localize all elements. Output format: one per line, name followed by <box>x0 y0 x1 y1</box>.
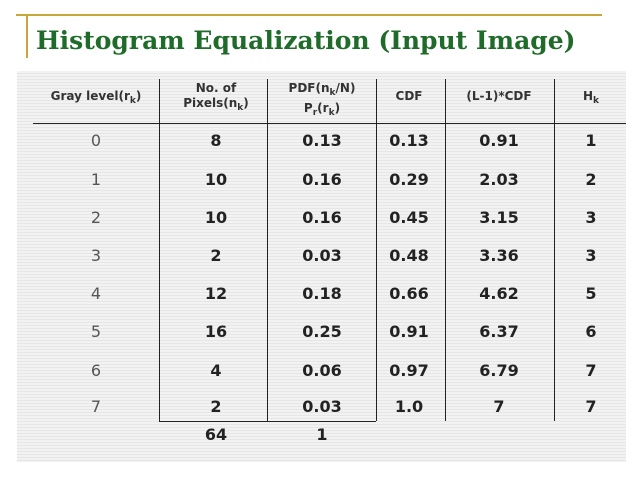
header-scaled-cdf: (L-1)*CDF <box>449 89 549 104</box>
cell-pdf: 0.16 <box>302 170 342 189</box>
header-text: P <box>303 101 313 115</box>
column-divider <box>376 79 377 421</box>
header-text: ) <box>243 96 249 110</box>
cell-pdf: 0.06 <box>302 361 342 380</box>
header-underline <box>33 123 626 124</box>
header-line: Hk <box>561 89 621 109</box>
left-border-rule <box>26 14 28 58</box>
header-line: No. of <box>166 81 266 96</box>
cell-gray-level: 5 <box>90 322 102 341</box>
cell-gray-level: 4 <box>90 284 102 303</box>
header-text: H <box>582 89 594 103</box>
cell-pdf: 0.18 <box>302 284 342 303</box>
column-divider <box>159 79 160 421</box>
header-text: CDF <box>395 89 423 103</box>
cell-scaled-cdf: 3.36 <box>479 246 519 265</box>
cell-scaled-cdf: 6.37 <box>479 322 519 341</box>
cell-gray-level: 0 <box>90 131 102 150</box>
cell-gray-level: 7 <box>90 397 102 416</box>
top-border-rule <box>16 14 602 16</box>
cell-hk: 1 <box>585 131 597 150</box>
cell-pixel-count: 4 <box>210 361 222 380</box>
header-text: ) <box>334 101 341 115</box>
header-text: No. of <box>195 81 237 95</box>
header-line: (L-1)*CDF <box>449 89 549 104</box>
cell-pdf: 0.03 <box>302 397 342 416</box>
histogram-table: Gray level(rk) No. of Pixels(nk) PDF(nk/N) P… <box>17 71 626 462</box>
header-line: Pr(rk) <box>272 101 372 121</box>
header-line: Gray level(rk) <box>26 89 166 109</box>
header-subscript: r <box>312 108 318 118</box>
header-text: (L-1)*CDF <box>466 89 532 103</box>
cell-cdf: 0.97 <box>389 361 429 380</box>
total-pdf: 1 <box>316 425 328 444</box>
cell-scaled-cdf: 6.79 <box>479 361 519 380</box>
header-pdf: PDF(nk/N) Pr(rk) <box>272 81 372 121</box>
cell-hk: 6 <box>585 322 597 341</box>
cell-hk: 7 <box>585 397 597 416</box>
totals-rule <box>159 421 376 422</box>
cell-scaled-cdf: 7 <box>493 397 505 416</box>
cell-gray-level: 2 <box>90 208 102 227</box>
cell-gray-level: 1 <box>90 170 102 189</box>
header-line: PDF(nk/N) <box>272 81 372 101</box>
header-text: Pixels(n <box>183 96 238 110</box>
total-pixel-count: 64 <box>204 425 228 444</box>
header-subscript: k <box>329 88 336 98</box>
cell-cdf: 0.48 <box>389 246 429 265</box>
header-subscript: k <box>129 96 136 106</box>
header-subscript: k <box>328 108 335 118</box>
cell-pixel-count: 12 <box>204 284 228 303</box>
cell-pixel-count: 2 <box>210 246 222 265</box>
cell-pixel-count: 8 <box>210 131 222 150</box>
cell-hk: 5 <box>585 284 597 303</box>
cell-scaled-cdf: 0.91 <box>479 131 519 150</box>
header-text: ) <box>135 89 142 103</box>
cell-pdf: 0.16 <box>302 208 342 227</box>
cell-scaled-cdf: 4.62 <box>479 284 519 303</box>
cell-gray-level: 3 <box>90 246 102 265</box>
cell-cdf: 0.45 <box>389 208 429 227</box>
slide-title: Histogram Equalization (Input Image) <box>36 26 576 55</box>
column-divider <box>267 79 268 421</box>
cell-cdf: 0.13 <box>389 131 429 150</box>
cell-pixel-count: 10 <box>204 170 228 189</box>
cell-hk: 7 <box>585 361 597 380</box>
cell-pdf: 0.03 <box>302 246 342 265</box>
header-gray-level: Gray level(rk) <box>26 89 166 109</box>
header-text: /N) <box>335 81 356 95</box>
cell-gray-level: 6 <box>90 361 102 380</box>
header-line: CDF <box>374 89 444 104</box>
header-text: (r <box>317 101 329 115</box>
header-cdf: CDF <box>374 89 444 104</box>
header-subscript: k <box>593 96 600 106</box>
table-image-panel: Gray level(rk) No. of Pixels(nk) PDF(nk/N) P… <box>17 71 626 462</box>
cell-hk: 2 <box>585 170 597 189</box>
cell-pixel-count: 10 <box>204 208 228 227</box>
header-hk: Hk <box>561 89 621 109</box>
header-text: PDF(n <box>288 81 330 95</box>
header-subscript: k <box>237 103 244 113</box>
cell-cdf: 0.66 <box>389 284 429 303</box>
cell-pdf: 0.13 <box>302 131 342 150</box>
cell-hk: 3 <box>585 246 597 265</box>
cell-pdf: 0.25 <box>302 322 342 341</box>
cell-cdf: 1.0 <box>394 397 424 416</box>
cell-pixel-count: 2 <box>210 397 222 416</box>
cell-scaled-cdf: 2.03 <box>479 170 519 189</box>
cell-hk: 3 <box>585 208 597 227</box>
cell-scaled-cdf: 3.15 <box>479 208 519 227</box>
cell-cdf: 0.29 <box>389 170 429 189</box>
header-text: Gray level(r <box>50 89 130 103</box>
cell-pixel-count: 16 <box>204 322 228 341</box>
column-divider <box>445 79 446 421</box>
column-divider <box>554 79 555 421</box>
header-pixel-count: No. of Pixels(nk) <box>166 81 266 116</box>
header-line: Pixels(nk) <box>166 96 266 116</box>
cell-cdf: 0.91 <box>389 322 429 341</box>
